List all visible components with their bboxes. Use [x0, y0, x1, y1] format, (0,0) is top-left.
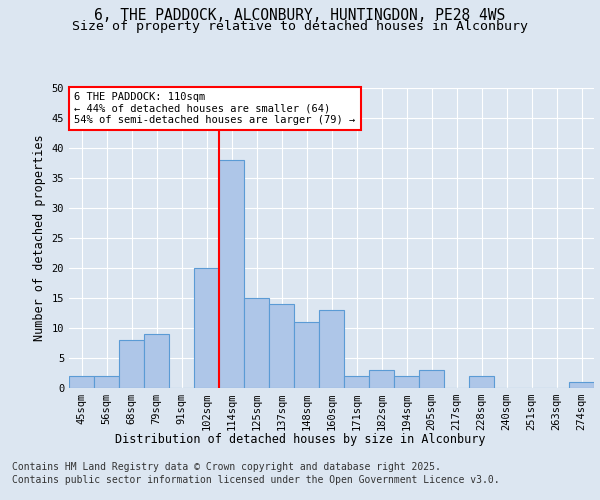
Bar — [119, 340, 144, 388]
Bar — [244, 298, 269, 388]
Text: 6 THE PADDOCK: 110sqm
← 44% of detached houses are smaller (64)
54% of semi-deta: 6 THE PADDOCK: 110sqm ← 44% of detached … — [74, 92, 355, 125]
Text: Size of property relative to detached houses in Alconbury: Size of property relative to detached ho… — [72, 20, 528, 33]
Bar — [194, 268, 219, 388]
Bar — [344, 376, 369, 388]
Text: 6, THE PADDOCK, ALCONBURY, HUNTINGDON, PE28 4WS: 6, THE PADDOCK, ALCONBURY, HUNTINGDON, P… — [94, 8, 506, 22]
Bar — [319, 310, 344, 388]
Bar — [294, 322, 319, 388]
Bar — [369, 370, 394, 388]
Bar — [94, 376, 119, 388]
Bar — [69, 376, 94, 388]
Y-axis label: Number of detached properties: Number of detached properties — [33, 134, 46, 341]
Bar — [419, 370, 444, 388]
Bar — [394, 376, 419, 388]
Text: Contains HM Land Registry data © Crown copyright and database right 2025.: Contains HM Land Registry data © Crown c… — [12, 462, 441, 472]
Bar — [469, 376, 494, 388]
Bar — [219, 160, 244, 388]
Bar — [144, 334, 169, 388]
Text: Distribution of detached houses by size in Alconbury: Distribution of detached houses by size … — [115, 432, 485, 446]
Bar — [569, 382, 594, 388]
Text: Contains public sector information licensed under the Open Government Licence v3: Contains public sector information licen… — [12, 475, 500, 485]
Bar — [269, 304, 294, 388]
